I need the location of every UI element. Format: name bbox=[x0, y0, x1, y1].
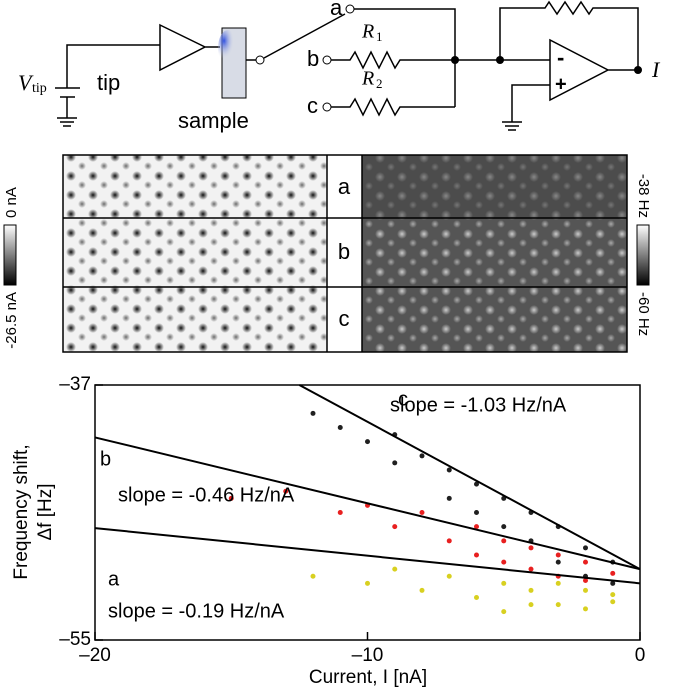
annotation: a bbox=[108, 568, 120, 590]
colorbar-label: -26.5 nA bbox=[3, 292, 20, 349]
colorbar bbox=[3, 224, 17, 286]
y-label: Frequency shift, bbox=[11, 444, 32, 579]
y-tick-label: –55 bbox=[59, 629, 91, 650]
opamp-minus: - bbox=[557, 45, 564, 70]
fit-line bbox=[94, 436, 641, 571]
annotation: c bbox=[398, 388, 408, 410]
point bbox=[228, 495, 234, 501]
point bbox=[337, 425, 343, 430]
point bbox=[501, 538, 507, 544]
output-label: I bbox=[651, 57, 661, 82]
switch-b: b bbox=[307, 46, 319, 71]
point bbox=[474, 595, 479, 600]
point bbox=[528, 566, 534, 572]
colorbar-label: -38 Hz bbox=[635, 174, 652, 218]
point bbox=[501, 580, 507, 586]
r2-subscript: 2 bbox=[376, 76, 383, 91]
point bbox=[474, 524, 479, 530]
y-tick-label: –37 bbox=[59, 374, 91, 395]
r1-label: R bbox=[361, 21, 374, 43]
annotation: slope = -0.19 Hz/nA bbox=[108, 600, 285, 622]
point bbox=[365, 439, 370, 445]
point bbox=[419, 587, 425, 593]
point bbox=[392, 566, 398, 572]
annotation: slope = -1.03 Hz/nA bbox=[390, 394, 567, 416]
point bbox=[419, 510, 425, 515]
row-label: c bbox=[339, 306, 350, 331]
x-label: Current, I [nA] bbox=[309, 667, 427, 688]
colorbar bbox=[636, 224, 650, 286]
point bbox=[583, 545, 588, 551]
point bbox=[583, 606, 588, 612]
point bbox=[419, 453, 425, 459]
point bbox=[446, 467, 452, 473]
point bbox=[610, 570, 616, 576]
annotation: b bbox=[100, 448, 111, 470]
colorbar-label: 0 nA bbox=[3, 187, 20, 218]
point bbox=[446, 573, 452, 579]
point bbox=[501, 559, 507, 565]
point bbox=[583, 578, 588, 583]
x-tick-label: –10 bbox=[352, 645, 384, 666]
x-tick-label: 0 bbox=[635, 645, 646, 666]
point bbox=[528, 587, 534, 593]
point bbox=[474, 481, 479, 487]
colorbar-label: -60 Hz bbox=[635, 292, 652, 336]
row-label: a bbox=[338, 174, 351, 199]
point bbox=[501, 524, 507, 530]
images: a b c 0 nA -26.5 nA -38 Hz -60 Hz bbox=[3, 154, 652, 353]
switch-c: c bbox=[307, 93, 318, 118]
point bbox=[610, 599, 616, 605]
row-label: b bbox=[338, 239, 350, 264]
point bbox=[337, 510, 343, 515]
circuit: V tip tip sample a b c R 1 R 2 - + I bbox=[18, 0, 661, 133]
fit-line bbox=[298, 384, 641, 571]
point bbox=[610, 592, 616, 598]
point bbox=[583, 587, 588, 593]
r1-subscript: 1 bbox=[376, 29, 383, 44]
point bbox=[446, 538, 452, 544]
y-label: Δf [Hz] bbox=[35, 483, 56, 540]
point bbox=[555, 559, 561, 565]
point bbox=[555, 602, 561, 608]
v-subscript: tip bbox=[32, 81, 47, 96]
point bbox=[583, 559, 588, 565]
annotation: slope = -0.46 Hz/nA bbox=[118, 484, 295, 506]
point bbox=[392, 524, 398, 530]
tip-label: tip bbox=[97, 70, 120, 95]
point bbox=[528, 602, 534, 608]
r2-label: R bbox=[361, 68, 374, 90]
point bbox=[310, 573, 316, 579]
point bbox=[501, 609, 507, 615]
point bbox=[528, 545, 534, 551]
v-label: V bbox=[18, 70, 34, 95]
fit-line bbox=[94, 527, 641, 585]
point bbox=[555, 580, 561, 586]
sample-label: sample bbox=[178, 108, 249, 133]
point bbox=[283, 488, 289, 494]
point bbox=[610, 580, 616, 586]
point bbox=[474, 510, 479, 515]
point bbox=[310, 410, 316, 416]
switch-a: a bbox=[330, 0, 343, 20]
point bbox=[446, 495, 452, 501]
point bbox=[392, 460, 398, 466]
point bbox=[555, 552, 561, 558]
point bbox=[365, 580, 370, 586]
opamp-plus: + bbox=[555, 73, 567, 95]
point bbox=[474, 552, 479, 558]
x-tick-label: –20 bbox=[79, 645, 111, 666]
